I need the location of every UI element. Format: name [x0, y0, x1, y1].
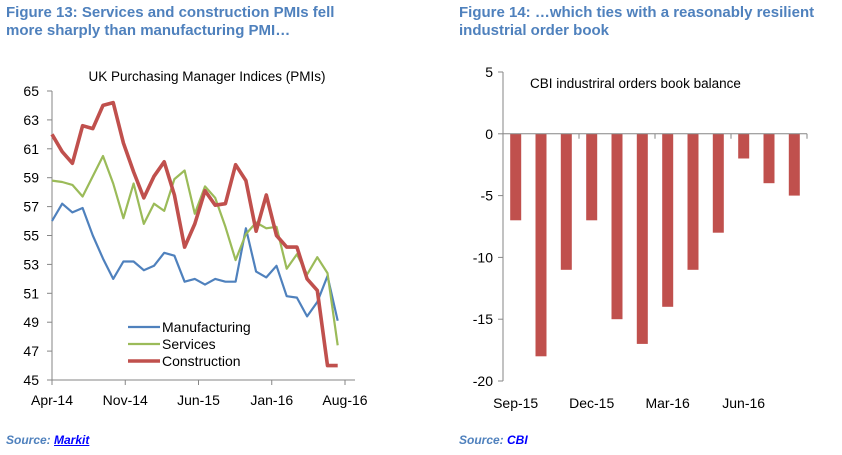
pmi-y-tick-label: 59 — [23, 170, 39, 186]
cbi-x-tick-label: Sep-15 — [493, 395, 538, 411]
cbi-x-tick-label: Dec-15 — [569, 395, 614, 411]
legend-label-manufacturing: Manufacturing — [162, 319, 251, 335]
series-line-services — [51, 154, 339, 346]
cbi-x-tick-label: Mar-16 — [645, 395, 690, 411]
pmi-y-tick-label: 53 — [23, 256, 39, 272]
cbi-bar — [535, 133, 547, 357]
cbi-bar — [510, 133, 522, 221]
source-label: Source: — [459, 433, 508, 447]
pmi-x-tick-label: Nov-14 — [103, 392, 148, 408]
pmi-x-tick-label: Jan-16 — [250, 392, 293, 408]
source-link-cbi: CBI — [507, 433, 528, 447]
pmi-x-tick-label: Apr-14 — [31, 392, 73, 408]
pmi-series — [50, 100, 339, 368]
figure-14-title-line1: Figure 14: …which ties with a reasonably… — [459, 4, 815, 21]
source-link-markit[interactable]: Markit — [54, 433, 90, 447]
cbi-bar — [636, 133, 648, 344]
figure-14-source: Source: CBI — [459, 433, 528, 447]
cbi-y-tick-label: -20 — [473, 373, 493, 389]
cbi-x-axis: Sep-15 Dec-15 Mar-16 Jun-16 — [493, 133, 808, 411]
legend-label-construction: Construction — [162, 353, 241, 369]
figure-13-source: Source: Markit — [6, 433, 89, 447]
pmi-y-tick-label: 61 — [23, 141, 39, 157]
cbi-bar — [763, 133, 775, 184]
cbi-bar — [712, 133, 724, 233]
figure-13-title: Figure 13: Services and construction PMI… — [6, 4, 426, 40]
cbi-bar — [586, 133, 598, 221]
cbi-bar — [788, 133, 800, 196]
pmi-y-tick-label: 45 — [23, 372, 39, 388]
legend-label-services: Services — [162, 336, 216, 352]
pmi-y-tick-label: 49 — [23, 314, 39, 330]
cbi-bar — [662, 133, 674, 307]
cbi-y-tick-label: -5 — [481, 188, 494, 204]
cbi-x-tick-label: Jun-16 — [722, 395, 765, 411]
cbi-chart-title: CBI industriral orders book balance — [530, 76, 741, 91]
cbi-y-tick-label: 0 — [485, 126, 493, 142]
figure-14-title-line2: industrial order book — [459, 22, 610, 39]
pmi-chart-title: UK Purchasing Manager Indices (PMIs) — [88, 69, 325, 84]
pmi-x-axis: Apr-14 Nov-14 Jun-15 Jan-16 Aug-16 — [31, 379, 368, 408]
pmi-y-tick-label: 63 — [23, 112, 39, 128]
cbi-y-tick-label: -15 — [473, 311, 493, 327]
cbi-bar — [611, 133, 623, 320]
pmi-y-tick-label: 65 — [23, 83, 39, 99]
pmi-y-axis: 45 47 49 51 53 55 57 59 61 63 65 — [23, 83, 53, 388]
series-line-construction — [50, 100, 338, 368]
pmi-line-chart: UK Purchasing Manager Indices (PMIs) 454… — [23, 69, 367, 408]
cbi-y-axis: 5 0 -5 -10 -15 -20 — [473, 64, 504, 389]
cbi-bar — [738, 133, 750, 159]
source-label: Source: — [6, 433, 55, 447]
figure-13-title-line2: more sharply than manufacturing PMI… — [6, 22, 291, 39]
cbi-y-tick-label: -10 — [473, 249, 493, 265]
pmi-x-tick-label: Jun-15 — [177, 392, 220, 408]
cbi-bars — [510, 133, 800, 357]
cbi-bar-chart: CBI industriral orders book balance 5 0 -5… — [473, 64, 808, 411]
figure-14-title: Figure 14: …which ties with a reasonably… — [459, 4, 842, 40]
pmi-y-tick-label: 55 — [23, 228, 39, 244]
pmi-y-tick-label: 57 — [23, 199, 39, 215]
cbi-bar — [560, 133, 572, 270]
pmi-x-tick-label: Aug-16 — [322, 392, 367, 408]
cbi-bar — [687, 133, 699, 270]
figure-13-title-line1: Figure 13: Services and construction PMI… — [6, 4, 335, 21]
pmi-y-tick-label: 51 — [23, 285, 39, 301]
series-line-manufacturing — [51, 202, 339, 322]
cbi-y-tick-label: 5 — [485, 64, 493, 80]
pmi-y-tick-label: 47 — [23, 343, 39, 359]
